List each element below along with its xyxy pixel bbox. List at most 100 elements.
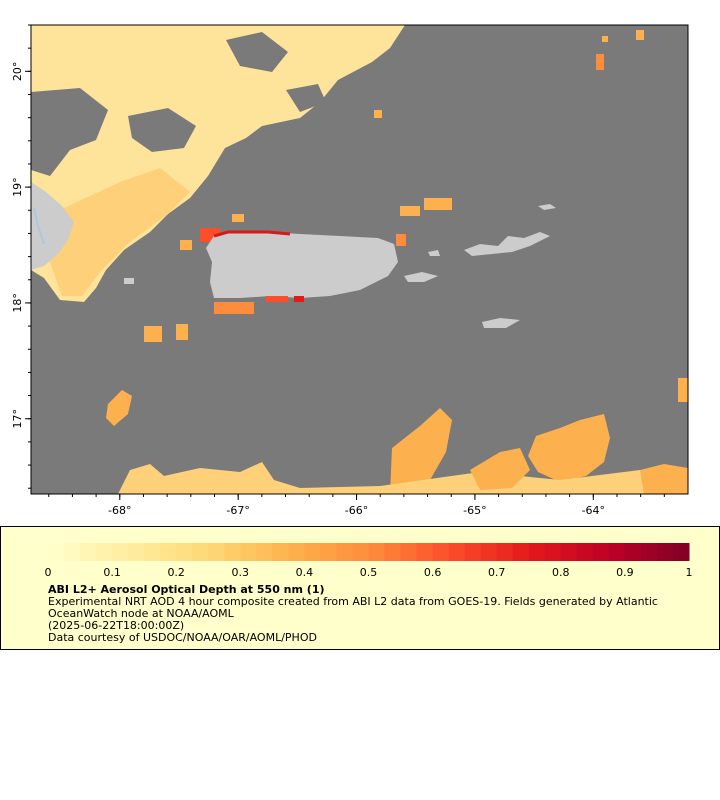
aod-patch xyxy=(596,54,604,70)
colorbar-swatch xyxy=(496,543,514,561)
colorbar-swatch xyxy=(480,543,498,561)
colorbar-swatch xyxy=(224,543,241,561)
no-data-patch xyxy=(31,88,108,176)
colorbar-swatches xyxy=(48,543,690,561)
aod-field xyxy=(31,25,688,494)
no-data-patch xyxy=(128,108,196,152)
colorbar-swatch xyxy=(384,543,402,561)
colorbar-swatch xyxy=(592,543,610,561)
colorbar-swatch xyxy=(432,543,450,561)
lat-tick-label: 17° xyxy=(11,409,24,429)
aod-region-south-east xyxy=(528,414,610,482)
aod-patch xyxy=(396,234,406,246)
longitude-axis: -68° -67° -66° -65° -64° xyxy=(48,494,665,517)
colorbar-swatch xyxy=(368,543,386,561)
lat-tick-label: 18° xyxy=(11,293,24,313)
aod-patch xyxy=(424,198,452,210)
lat-tick-label: 20° xyxy=(11,62,24,82)
aod-patch xyxy=(294,296,304,302)
no-data-patch xyxy=(286,84,326,112)
aod-region-south-far-east xyxy=(640,464,688,494)
colorbar-tick-label: 0.3 xyxy=(232,566,250,579)
colorbar-tick-label: 0.6 xyxy=(424,566,442,579)
lon-tick-label: -65° xyxy=(463,504,486,517)
land-vieques xyxy=(404,272,438,282)
latitude-axis: 20° 19° 18° 17° xyxy=(11,24,31,489)
colorbar-tick-label: 0.8 xyxy=(552,566,570,579)
colorbar-swatch xyxy=(640,543,658,561)
no-data-patch xyxy=(226,32,288,72)
aod-region-south-west xyxy=(106,390,132,426)
colorbar-swatch xyxy=(96,543,113,561)
land-islet xyxy=(538,204,556,210)
legend-panel: 0 0.1 0.2 0.3 0.4 0.5 0.6 0.7 0.8 0.9 1 ABI L2+ Ae… xyxy=(0,526,720,650)
colorbar-swatch xyxy=(176,543,193,561)
colorbar-swatch xyxy=(416,543,434,561)
colorbar-swatch xyxy=(656,543,674,561)
colorbar-swatch xyxy=(608,543,626,561)
colorbar: 0 0.1 0.2 0.3 0.4 0.5 0.6 0.7 0.8 0.9 1 xyxy=(45,543,693,579)
lon-tick-label: -66° xyxy=(345,504,368,517)
colorbar-tick-label: 0.7 xyxy=(488,566,506,579)
colorbar-swatch xyxy=(320,543,337,561)
aod-patch xyxy=(180,240,192,250)
colorbar-ticks: 0 0.1 0.2 0.3 0.4 0.5 0.6 0.7 0.8 0.9 1 xyxy=(45,566,693,579)
colorbar-swatch xyxy=(272,543,289,561)
colorbar-swatch xyxy=(672,543,690,561)
colorbar-swatch xyxy=(240,543,257,561)
colorbar-swatch xyxy=(512,543,530,561)
colorbar-swatch xyxy=(528,543,546,561)
aod-coastal-rim xyxy=(213,230,291,238)
colorbar-tick-label: 0.9 xyxy=(616,566,634,579)
legend-description: Experimental NRT AOD 4 hour composite cr… xyxy=(48,595,658,620)
aod-region-hispaniola-dense xyxy=(50,168,190,296)
colorbar-swatch xyxy=(80,543,97,561)
colorbar-tick-label: 0.5 xyxy=(360,566,378,579)
aod-patch xyxy=(176,324,188,340)
aod-patch xyxy=(144,326,162,342)
colorbar-tick-label: 1 xyxy=(686,566,693,579)
aod-patch xyxy=(678,378,688,402)
lon-tick-label: -64° xyxy=(582,504,605,517)
colorbar-swatch xyxy=(144,543,161,561)
colorbar-tick-label: 0.1 xyxy=(103,566,121,579)
colorbar-swatch xyxy=(352,543,369,561)
colorbar-tick-label: 0.4 xyxy=(296,566,314,579)
aod-patch xyxy=(374,110,382,118)
colorbar-swatch xyxy=(624,543,642,561)
colorbar-swatch xyxy=(192,543,209,561)
colorbar-tick-label: 0 xyxy=(45,566,52,579)
lon-tick-label: -68° xyxy=(108,504,131,517)
inland-water xyxy=(33,207,45,245)
aod-patch xyxy=(232,214,244,222)
legend-credit: Data courtesy of USDOC/NOAA/OAR/AOML/PHO… xyxy=(48,631,317,644)
land-layer xyxy=(31,182,556,328)
colorbar-swatch xyxy=(288,543,305,561)
land-islet xyxy=(124,278,134,284)
aod-region-south xyxy=(390,408,452,494)
colorbar-swatch xyxy=(464,543,482,561)
legend-date: (2025-06-22T18:00:00Z) xyxy=(48,619,185,632)
aod-patch xyxy=(602,36,608,42)
aod-patch xyxy=(266,296,288,302)
colorbar-swatch xyxy=(304,543,321,561)
aod-patch xyxy=(400,206,420,216)
map-panel: -68° -67° -66° -65° -64° 20° 19° 18° 17° xyxy=(11,24,689,517)
colorbar-swatch xyxy=(256,543,273,561)
land-hispaniola-east xyxy=(31,182,74,270)
aod-patch xyxy=(214,302,254,314)
colorbar-swatch xyxy=(128,543,145,561)
lon-tick-label: -67° xyxy=(226,504,249,517)
colorbar-swatch xyxy=(48,543,65,561)
colorbar-swatch xyxy=(112,543,129,561)
colorbar-swatch xyxy=(448,543,466,561)
aod-patch xyxy=(636,30,644,40)
land-islet xyxy=(428,250,440,256)
colorbar-swatch xyxy=(544,543,562,561)
land-virgin-islands xyxy=(464,232,550,256)
lat-tick-label: 19° xyxy=(11,177,24,197)
land-st-croix xyxy=(482,318,520,328)
land-puerto-rico xyxy=(206,232,398,298)
colorbar-swatch xyxy=(64,543,81,561)
aod-region-south-mid xyxy=(470,448,530,490)
